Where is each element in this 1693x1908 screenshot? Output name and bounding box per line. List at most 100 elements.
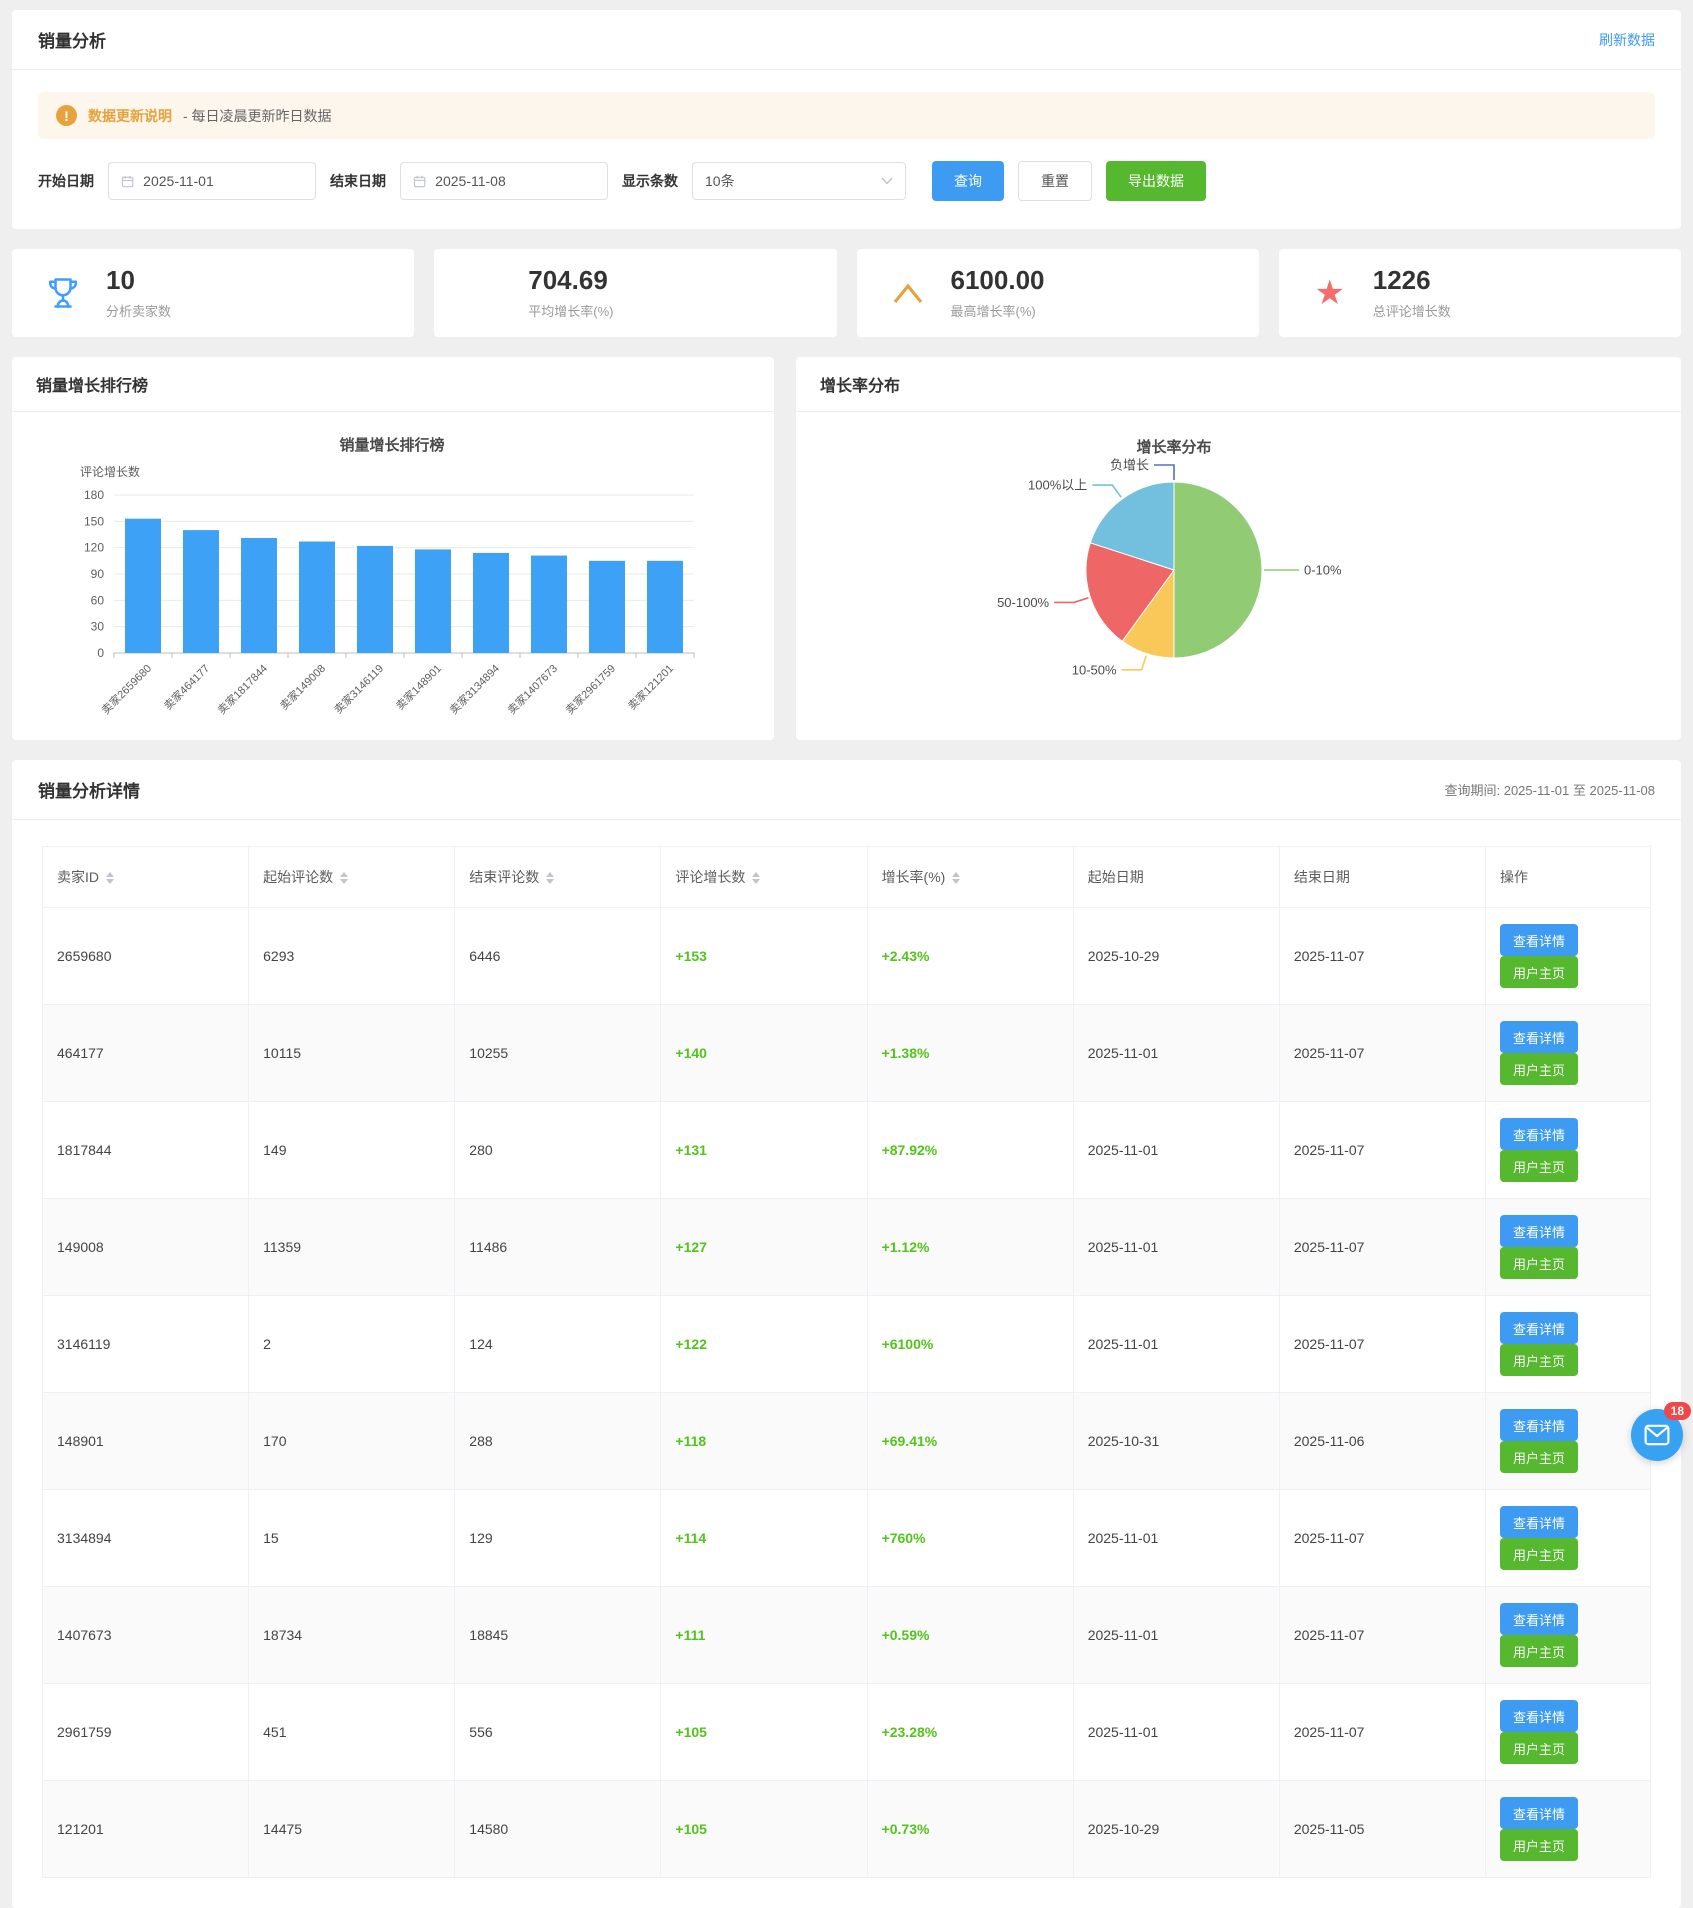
bar	[299, 541, 335, 653]
user-homepage-button[interactable]: 用户主页	[1500, 1247, 1579, 1279]
reset-button[interactable]: 重置	[1018, 161, 1092, 201]
cell-start-count: 451	[248, 1683, 456, 1781]
cell-end-count: 280	[454, 1101, 662, 1199]
column-header[interactable]: 起始评论数	[248, 846, 456, 908]
cell-rate: +1.12%	[866, 1198, 1074, 1296]
stat-card-sellers: 10 分析卖家数	[12, 249, 415, 337]
stat-label-avg-growth: 平均增长率(%)	[528, 304, 614, 320]
user-homepage-button[interactable]: 用户主页	[1500, 1829, 1579, 1861]
svg-text:180: 180	[84, 488, 104, 502]
svg-text:增长率分布: 增长率分布	[1136, 438, 1211, 456]
cell-end-count: 288	[454, 1392, 662, 1490]
cell-start-count: 18734	[248, 1586, 456, 1684]
calendar-icon	[121, 175, 134, 187]
table-row: 148901 170 288 +118 +69.41% 2025-10-31 2025-11…	[41, 1392, 1651, 1490]
cell-growth: +131	[660, 1101, 868, 1199]
sort-icon[interactable]	[106, 872, 114, 885]
cell-actions: 查看详情用户主页	[1485, 1586, 1651, 1684]
table-row: 2659680 6293 6446 +153 +2.43% 2025-10-29 2025-…	[41, 907, 1651, 1005]
stat-card-max-growth: 6100.00 最高增长率(%)	[856, 249, 1259, 337]
user-homepage-button[interactable]: 用户主页	[1500, 956, 1579, 988]
page-title: 销量分析	[38, 32, 106, 51]
sort-icon[interactable]	[952, 872, 961, 885]
svg-text:50-100%: 50-100%	[997, 595, 1049, 610]
cell-start-count: 15	[248, 1489, 456, 1587]
user-homepage-button[interactable]: 用户主页	[1500, 1053, 1579, 1085]
pie-slice	[1089, 481, 1175, 571]
view-detail-button[interactable]: 查看详情	[1500, 1700, 1579, 1732]
view-detail-button[interactable]: 查看详情	[1500, 1409, 1579, 1441]
stat-value-avg-growth: 704.69	[528, 264, 608, 295]
svg-text:卖家1817844: 卖家1817844	[214, 661, 270, 717]
export-data-button[interactable]: 导出数据	[1106, 161, 1206, 201]
cell-seller-id: 149008	[41, 1198, 250, 1296]
cell-actions: 查看详情用户主页	[1485, 1683, 1651, 1781]
pie-chart-body: 增长率分布 负增长 0-10% 10-50% 50-100% 100%以上	[796, 412, 1681, 740]
start-date-field[interactable]	[108, 162, 316, 200]
column-header[interactable]: 卖家ID	[41, 846, 250, 908]
view-detail-button[interactable]: 查看详情	[1500, 1215, 1579, 1247]
table-row: 121201 14475 14580 +105 +0.73% 2025-10-29 2025…	[41, 1780, 1651, 1878]
end-date-field[interactable]	[400, 162, 608, 200]
bar	[647, 560, 683, 653]
start-date-input[interactable]	[143, 173, 303, 189]
column-header[interactable]: 评论增长数	[660, 846, 868, 908]
chat-widget-button[interactable]: 18	[1631, 1402, 1691, 1461]
cell-growth: +105	[660, 1780, 868, 1878]
table-row: 2961759 451 556 +105 +23.28% 2025-11-01 2025-1…	[41, 1683, 1651, 1781]
cell-start-count: 6293	[248, 907, 456, 1005]
svg-text:负增长: 负增长	[1110, 458, 1149, 473]
display-count-select[interactable]: 10条	[692, 162, 906, 200]
stat-value-max-growth: 6100.00	[950, 264, 1045, 295]
bar-chart-body: 销量增长排行榜 评论增长数 0 30 60 90 120 150 180 卖家2659680 卖家4…	[12, 412, 774, 740]
cell-growth: +111	[660, 1586, 868, 1684]
svg-text:卖家149008: 卖家149008	[277, 661, 328, 712]
view-detail-button[interactable]: 查看详情	[1500, 1118, 1579, 1150]
bar	[589, 560, 625, 653]
cell-end-count: 556	[454, 1683, 662, 1781]
column-header: 结束日期	[1278, 846, 1487, 908]
view-detail-button[interactable]: 查看详情	[1500, 924, 1579, 956]
user-homepage-button[interactable]: 用户主页	[1500, 1732, 1579, 1764]
refresh-data-link[interactable]: 刷新数据	[1599, 31, 1655, 48]
user-homepage-button[interactable]: 用户主页	[1500, 1441, 1579, 1473]
cell-rate: +87.92%	[866, 1101, 1074, 1199]
column-header[interactable]: 结束评论数	[454, 846, 662, 908]
cell-start-date: 2025-11-01	[1072, 1683, 1280, 1781]
query-button[interactable]: 查询	[932, 161, 1004, 201]
cell-seller-id: 1817844	[41, 1101, 250, 1199]
sort-icon[interactable]	[546, 872, 555, 885]
cell-end-date: 2025-11-07	[1278, 1586, 1487, 1684]
sort-icon[interactable]	[752, 872, 761, 885]
user-homepage-button[interactable]: 用户主页	[1500, 1344, 1579, 1376]
cell-start-count: 11359	[248, 1198, 456, 1296]
cell-actions: 查看详情用户主页	[1485, 1295, 1651, 1393]
view-detail-button[interactable]: 查看详情	[1500, 1797, 1579, 1829]
svg-text:60: 60	[91, 593, 105, 607]
user-homepage-button[interactable]: 用户主页	[1500, 1538, 1579, 1570]
end-date-input[interactable]	[435, 173, 595, 189]
cell-growth: +153	[660, 907, 868, 1005]
view-detail-button[interactable]: 查看详情	[1500, 1506, 1579, 1538]
details-section-title: 销量分析详情	[38, 782, 140, 801]
cell-growth: +114	[660, 1489, 868, 1587]
view-detail-button[interactable]: 查看详情	[1500, 1312, 1579, 1344]
sort-icon[interactable]	[340, 872, 349, 885]
pie-chart-card-title: 增长率分布	[796, 357, 1681, 412]
stat-label-sellers: 分析卖家数	[106, 304, 172, 320]
table-row: 464177 10115 10255 +140 +1.38% 2025-11-01 2025…	[41, 1004, 1651, 1102]
svg-text:100%以上: 100%以上	[1028, 478, 1087, 493]
view-detail-button[interactable]: 查看详情	[1500, 1021, 1579, 1053]
table-row: 1817844 149 280 +131 +87.92% 2025-11-01 2025-1…	[41, 1101, 1651, 1199]
column-header: 操作	[1485, 846, 1651, 908]
cell-start-count: 14475	[248, 1780, 456, 1878]
chat-unread-badge: 18	[1663, 1402, 1691, 1420]
stats-row: 10 分析卖家数 704.69 平均增长率(%) 6100.00 最高增长率(%…	[12, 249, 1681, 337]
view-detail-button[interactable]: 查看详情	[1500, 1603, 1579, 1635]
user-homepage-button[interactable]: 用户主页	[1500, 1150, 1579, 1182]
stat-label-max-growth: 最高增长率(%)	[950, 304, 1036, 320]
user-homepage-button[interactable]: 用户主页	[1500, 1635, 1579, 1667]
column-header[interactable]: 增长率(%)	[866, 846, 1074, 908]
